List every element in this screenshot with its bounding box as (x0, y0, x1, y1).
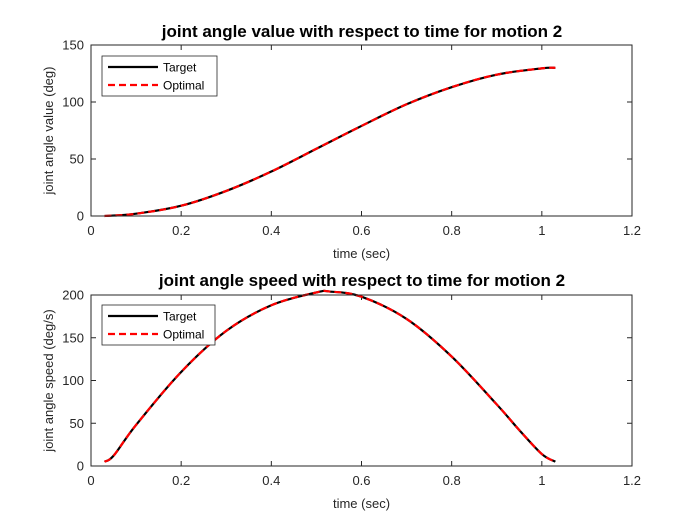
y-tick-label: 0 (77, 459, 84, 474)
series-lines (104, 66, 556, 218)
series-lines (103, 289, 556, 463)
axis-ticks: 0 0.2 0.4 0.6 0.8 1 1.2 0 50 100 150 200 (62, 288, 641, 489)
y-tick-label: 100 (62, 95, 84, 110)
x-tick-label: 0.6 (352, 473, 370, 488)
chart-title: joint angle value with respect to time f… (161, 22, 563, 41)
chart-title: joint angle speed with respect to time f… (158, 271, 565, 290)
x-tick-label: 0.8 (443, 223, 461, 238)
x-tick-label: 0.2 (172, 223, 190, 238)
x-tick-label: 0.8 (443, 473, 461, 488)
subplot-joint-angle-value: joint angle value with respect to time f… (41, 22, 641, 261)
y-tick-label: 200 (62, 288, 84, 303)
x-tick-label: 1 (538, 473, 545, 488)
y-tick-label: 50 (70, 152, 84, 167)
y-tick-label: 50 (70, 416, 84, 431)
y-tick-label: 150 (62, 38, 84, 53)
axis-ticks: 0 0.2 0.4 0.6 0.8 1 1.2 0 50 100 150 (62, 38, 641, 239)
series-line-optimal (104, 66, 556, 218)
x-tick-label: 0.2 (172, 473, 190, 488)
legend-label-target: Target (163, 61, 197, 75)
y-axis-label: joint angle speed (deg/s) (41, 309, 56, 452)
legend-label-target: Target (163, 310, 197, 324)
x-tick-label: 1.2 (623, 473, 641, 488)
series-line-optimal (103, 289, 556, 463)
legend: Target Optimal (101, 55, 218, 97)
x-tick-label: 1 (538, 223, 545, 238)
y-axis-label: joint angle value (deg) (41, 67, 56, 196)
x-axis-label: time (sec) (333, 496, 390, 511)
y-tick-label: 100 (62, 373, 84, 388)
x-tick-label: 0 (87, 223, 94, 238)
x-tick-label: 0.4 (262, 473, 280, 488)
legend-box (101, 304, 216, 346)
plot-area-frame (90, 44, 633, 217)
y-tick-label: 0 (77, 209, 84, 224)
x-axis-label: time (sec) (333, 246, 390, 261)
x-tick-label: 0.4 (262, 223, 280, 238)
subplot-joint-angle-speed: joint angle speed with respect to time f… (41, 271, 641, 511)
x-tick-label: 0 (87, 473, 94, 488)
legend: Target Optimal (101, 304, 216, 346)
x-tick-label: 0.6 (352, 223, 370, 238)
legend-label-optimal: Optimal (163, 328, 204, 342)
legend-box (101, 55, 218, 97)
legend-label-optimal: Optimal (163, 79, 204, 93)
y-tick-label: 150 (62, 330, 84, 345)
plot-area-frame (90, 294, 633, 467)
x-tick-label: 1.2 (623, 223, 641, 238)
